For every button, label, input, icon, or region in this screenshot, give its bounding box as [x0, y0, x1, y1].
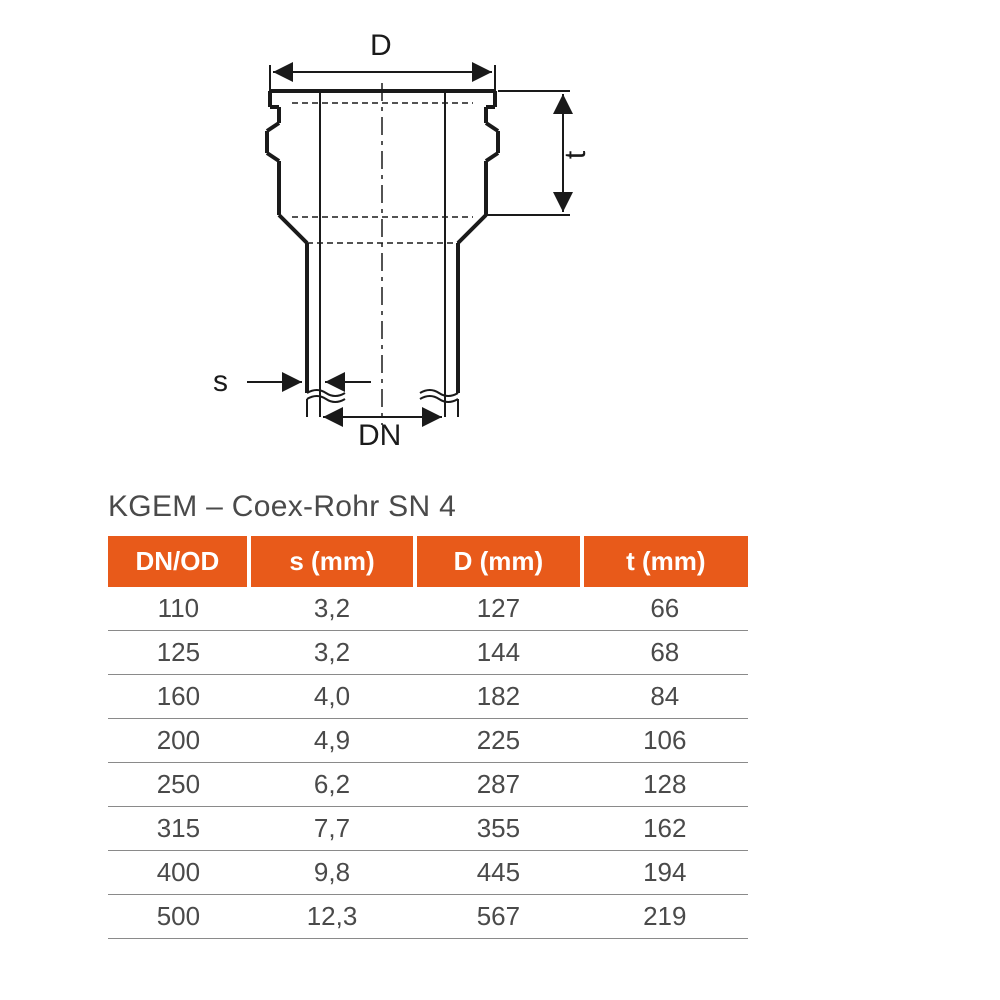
table-cell: 66	[582, 587, 748, 631]
table-cell: 162	[582, 807, 748, 851]
table-cell: 6,2	[249, 763, 415, 807]
table-cell: 4,9	[249, 719, 415, 763]
col-header: D (mm)	[415, 536, 581, 587]
table-cell: 3,2	[249, 587, 415, 631]
table-cell: 225	[415, 719, 581, 763]
table-cell: 9,8	[249, 851, 415, 895]
col-header: DN/OD	[108, 536, 249, 587]
table-row: 50012,3567219	[108, 895, 748, 939]
table-cell: 3,2	[249, 631, 415, 675]
table-cell: 68	[582, 631, 748, 675]
table-cell: 250	[108, 763, 249, 807]
table-cell: 144	[415, 631, 581, 675]
table-cell: 182	[415, 675, 581, 719]
table-cell: 84	[582, 675, 748, 719]
table-cell: 127	[415, 587, 581, 631]
table-cell: 219	[582, 895, 748, 939]
dim-label-DN: DN	[358, 419, 401, 453]
table-cell: 355	[415, 807, 581, 851]
table-row: 2506,2287128	[108, 763, 748, 807]
table-row: 1604,018284	[108, 675, 748, 719]
table-cell: 125	[108, 631, 249, 675]
table-cell: 4,0	[249, 675, 415, 719]
dim-label-s: s	[213, 365, 228, 399]
table-cell: 160	[108, 675, 249, 719]
table-row: 1253,214468	[108, 631, 748, 675]
table-cell: 128	[582, 763, 748, 807]
table-row: 4009,8445194	[108, 851, 748, 895]
table-cell: 400	[108, 851, 249, 895]
table-title: KGEM – Coex-Rohr SN 4	[108, 490, 748, 524]
table-cell: 445	[415, 851, 581, 895]
table-row: 2004,9225106	[108, 719, 748, 763]
table-cell: 287	[415, 763, 581, 807]
table-cell: 110	[108, 587, 249, 631]
table-row: 1103,212766	[108, 587, 748, 631]
table-row: 3157,7355162	[108, 807, 748, 851]
table-cell: 200	[108, 719, 249, 763]
table-cell: 194	[582, 851, 748, 895]
spec-table-area: KGEM – Coex-Rohr SN 4 DN/ODs (mm)D (mm)t…	[108, 490, 748, 939]
spec-table: DN/ODs (mm)D (mm)t (mm) 1103,2127661253,…	[108, 536, 748, 939]
dim-label-t: t	[559, 151, 593, 159]
pipe-diagram: D t s DN	[175, 25, 610, 455]
col-header: s (mm)	[249, 536, 415, 587]
dim-label-D: D	[370, 29, 392, 63]
table-cell: 567	[415, 895, 581, 939]
table-cell: 500	[108, 895, 249, 939]
col-header: t (mm)	[582, 536, 748, 587]
table-cell: 12,3	[249, 895, 415, 939]
table-cell: 106	[582, 719, 748, 763]
table-cell: 7,7	[249, 807, 415, 851]
table-cell: 315	[108, 807, 249, 851]
